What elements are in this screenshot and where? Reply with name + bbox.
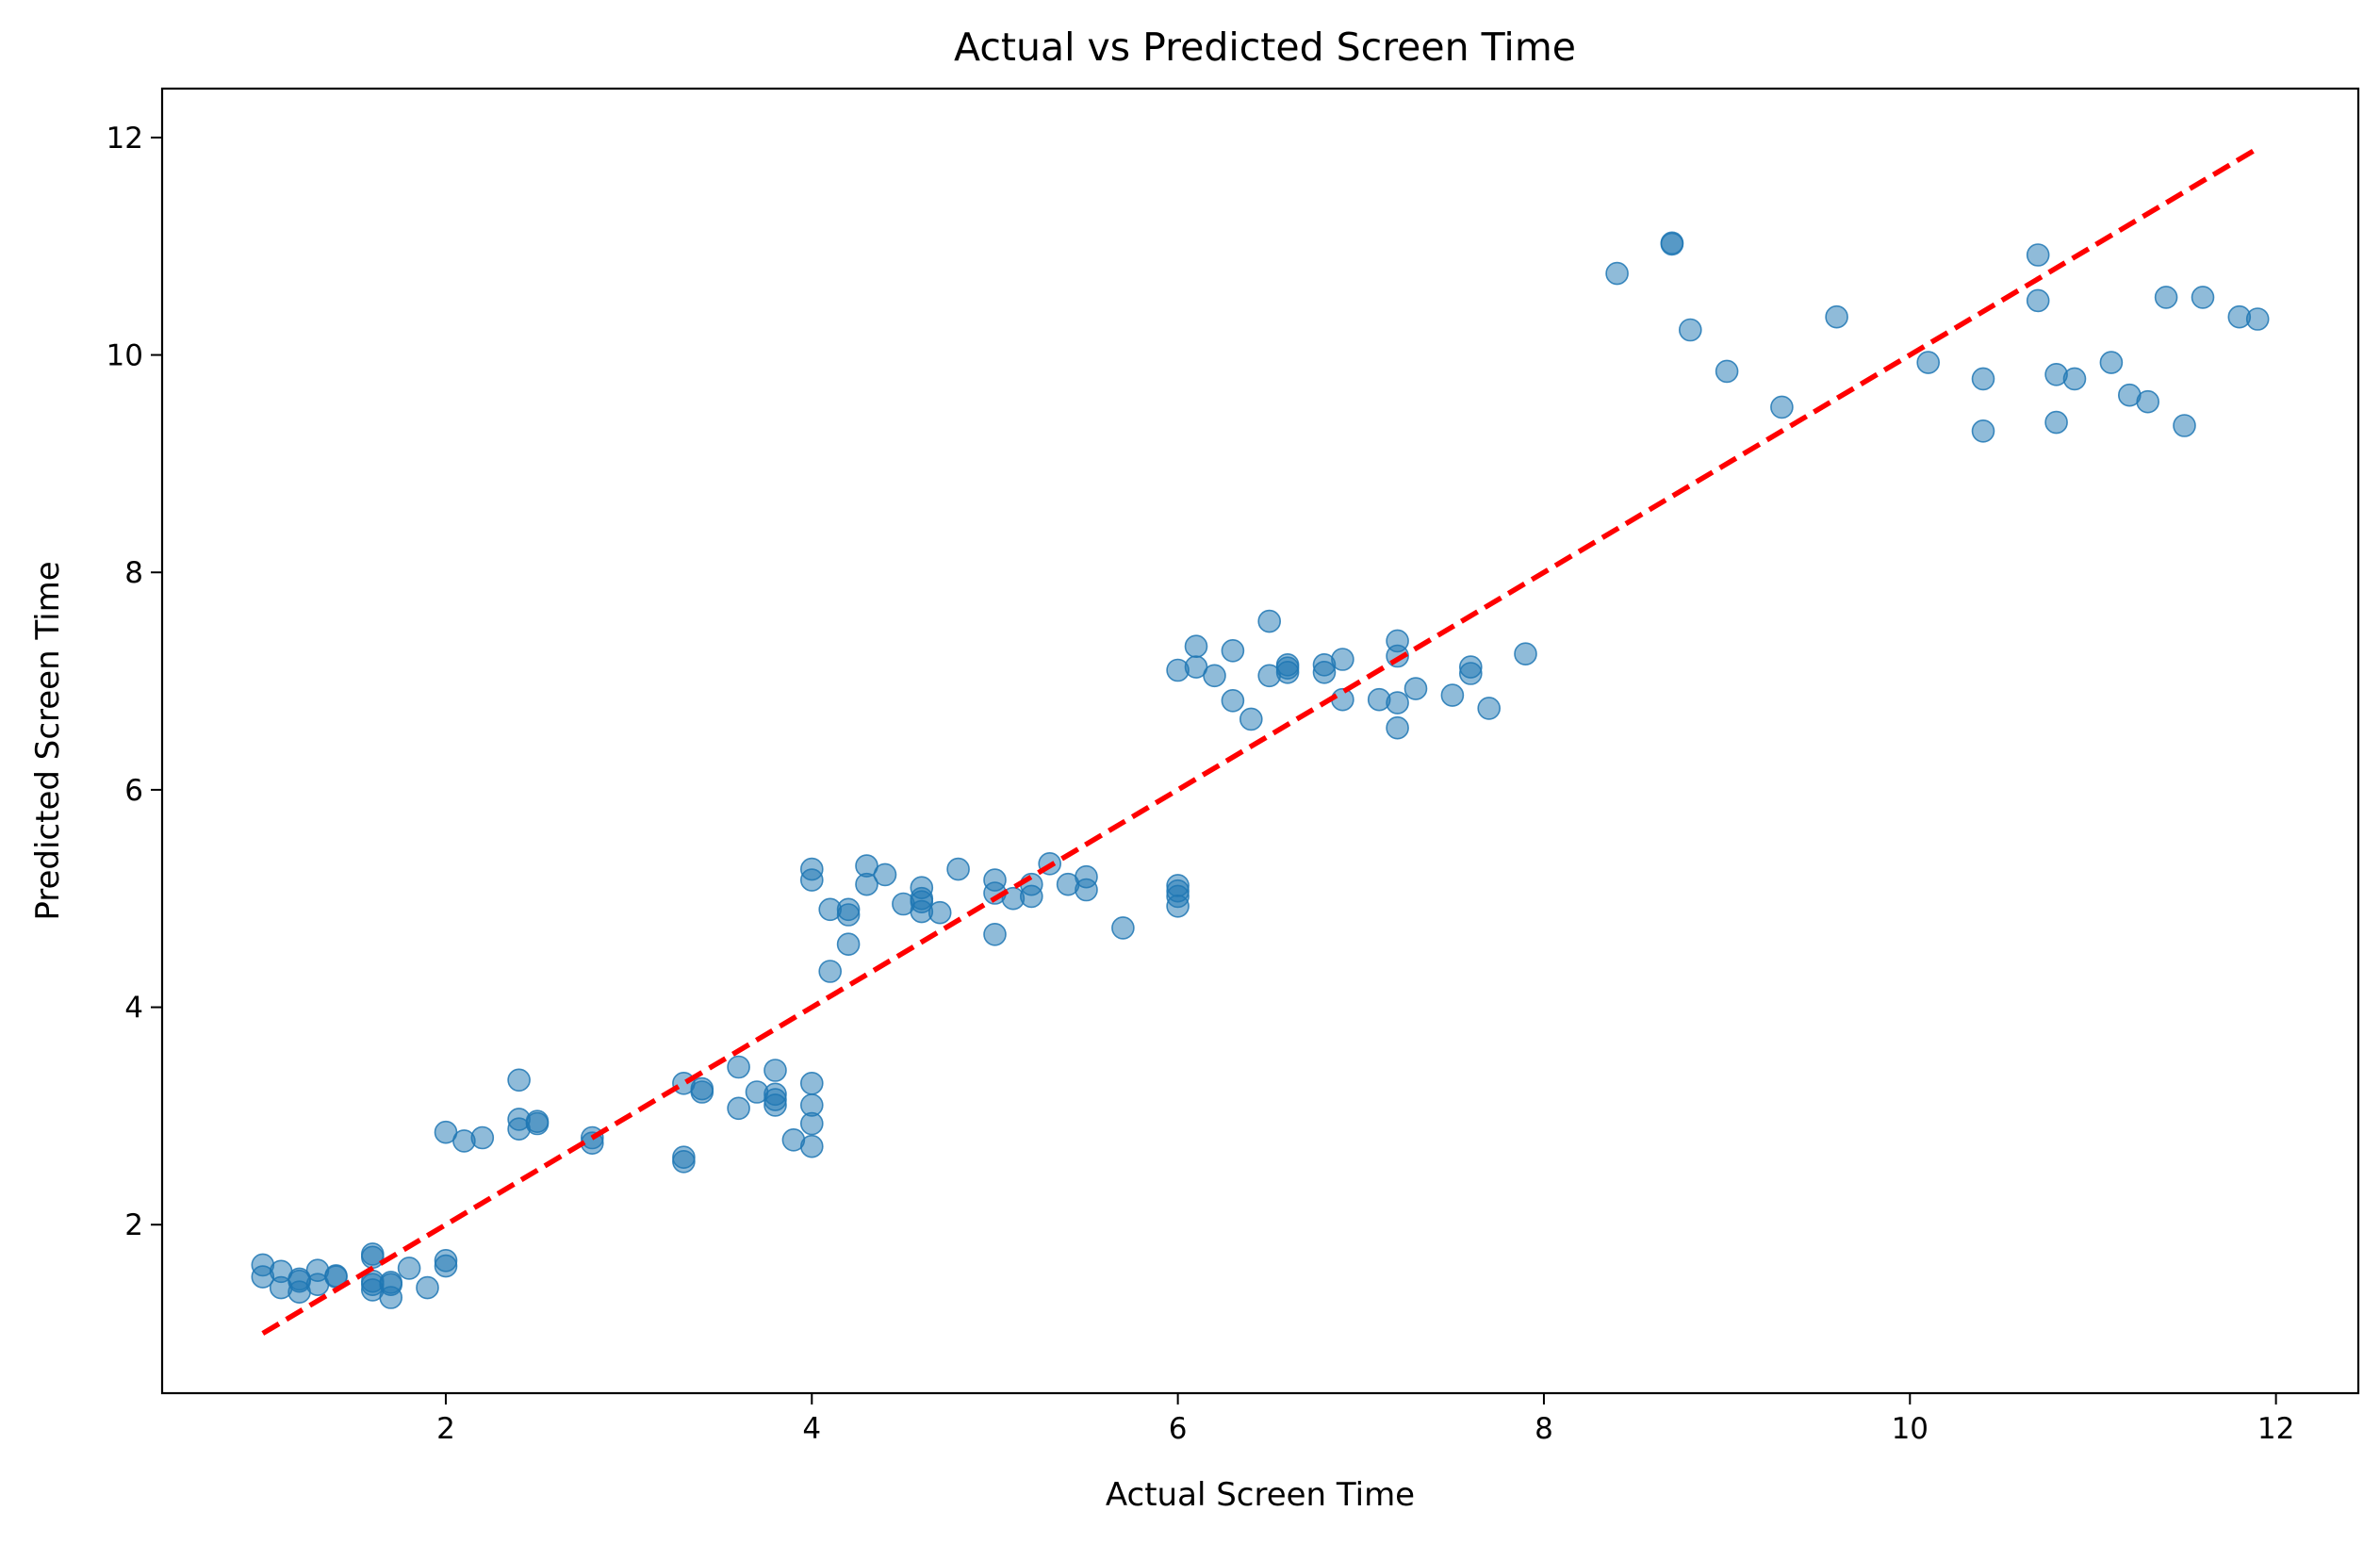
scatter-point bbox=[1221, 638, 1245, 663]
y-tick-label: 4 bbox=[124, 992, 143, 1026]
scatter-point bbox=[1605, 261, 1629, 286]
scatter-point bbox=[799, 1111, 824, 1136]
scatter-point bbox=[672, 1150, 696, 1174]
scatter-point bbox=[1916, 351, 1940, 374]
scatter-point bbox=[727, 1055, 750, 1079]
y-tick-label: 2 bbox=[124, 1208, 143, 1242]
scatter-point bbox=[763, 1093, 787, 1117]
scatter-point bbox=[690, 1080, 714, 1104]
scatter-point bbox=[1331, 687, 1354, 712]
scatter-point bbox=[1386, 691, 1409, 715]
scatter-point bbox=[2136, 389, 2159, 414]
scatter-point bbox=[525, 1111, 550, 1136]
scatter-point bbox=[2245, 307, 2270, 331]
scatter-point bbox=[1257, 609, 1281, 633]
scatter-point bbox=[1403, 677, 1428, 700]
x-tick-label: 6 bbox=[1169, 1412, 1188, 1446]
scatter-point bbox=[799, 868, 824, 892]
y-tick-label: 8 bbox=[124, 556, 143, 590]
scatter-point bbox=[1166, 894, 1190, 918]
scatter-point bbox=[1386, 715, 1409, 740]
scatter-point bbox=[946, 857, 970, 881]
x-tick-label: 2 bbox=[436, 1412, 455, 1446]
scatter-point bbox=[799, 1134, 824, 1158]
scatter-point bbox=[1660, 232, 1684, 256]
scatter-point bbox=[1275, 660, 1300, 684]
scatter-point bbox=[1184, 634, 1208, 659]
axes-frame bbox=[160, 87, 2360, 1395]
x-axis-label: Actual Screen Time bbox=[1106, 1476, 1415, 1514]
scatter-point bbox=[983, 922, 1007, 946]
scatter-point bbox=[1971, 419, 1995, 443]
x-tick-label: 4 bbox=[802, 1412, 821, 1446]
scatter-point bbox=[416, 1275, 439, 1300]
x-tick-label: 8 bbox=[1535, 1412, 1553, 1446]
scatter-point bbox=[763, 1059, 787, 1082]
scatter-point bbox=[799, 1072, 824, 1095]
scatter-point bbox=[2191, 286, 2215, 309]
scatter-point bbox=[1239, 707, 1263, 731]
scatter-point bbox=[1770, 395, 1794, 419]
scatter-point bbox=[2173, 414, 2196, 437]
scatter-point bbox=[836, 932, 861, 957]
scatter-point bbox=[2099, 351, 2124, 374]
y-axis-label: Predicted Screen Time bbox=[29, 561, 67, 920]
scatter-point bbox=[2044, 410, 2068, 435]
scatter-point bbox=[1020, 884, 1043, 909]
y-tick-label: 12 bbox=[107, 122, 143, 156]
scatter-point bbox=[1203, 664, 1226, 688]
scatter-point bbox=[1477, 697, 1501, 720]
x-tick-label: 12 bbox=[2257, 1412, 2294, 1446]
scatter-point bbox=[1459, 662, 1483, 685]
scatter-point bbox=[2026, 243, 2050, 267]
scatter-point bbox=[507, 1068, 531, 1092]
x-axis: 2 4 6 8 10 12 bbox=[436, 1393, 2294, 1446]
x-tick-label: 10 bbox=[1892, 1412, 1929, 1446]
scatter-point bbox=[1715, 359, 1739, 384]
scatter-point bbox=[873, 862, 897, 887]
scatter-point bbox=[818, 960, 843, 983]
scatter-point bbox=[1221, 688, 1245, 713]
scatter-point bbox=[855, 872, 878, 896]
scatter-point bbox=[397, 1257, 421, 1280]
scatter-point bbox=[2026, 288, 2050, 313]
scatter-point bbox=[1514, 642, 1537, 666]
scatter-point bbox=[1331, 648, 1354, 671]
plot-area bbox=[251, 146, 2270, 1336]
scatter-point bbox=[1679, 318, 1702, 342]
y-tick-label: 6 bbox=[124, 774, 143, 808]
reference-line bbox=[261, 146, 2259, 1336]
scatter-point bbox=[1825, 304, 1848, 329]
scatter-point bbox=[2062, 367, 2087, 391]
scatter-point bbox=[434, 1254, 458, 1278]
scatter-point bbox=[1312, 660, 1337, 684]
scatter-point bbox=[379, 1273, 403, 1296]
scatter-point bbox=[360, 1245, 385, 1270]
scatter-point bbox=[2154, 286, 2178, 309]
scatter-point bbox=[836, 903, 861, 927]
scatter-point bbox=[727, 1096, 750, 1121]
y-axis: 2 4 6 8 10 12 bbox=[107, 122, 162, 1242]
scatter-point bbox=[470, 1125, 495, 1150]
scatter-point bbox=[1971, 367, 1995, 391]
scatter-point bbox=[1075, 878, 1098, 902]
scatter-point bbox=[927, 900, 952, 925]
scatter-point bbox=[1111, 916, 1135, 940]
scatter-point bbox=[1440, 683, 1465, 707]
y-tick-label: 10 bbox=[107, 339, 143, 373]
chart-title: Actual vs Predicted Screen Time bbox=[954, 25, 1576, 70]
